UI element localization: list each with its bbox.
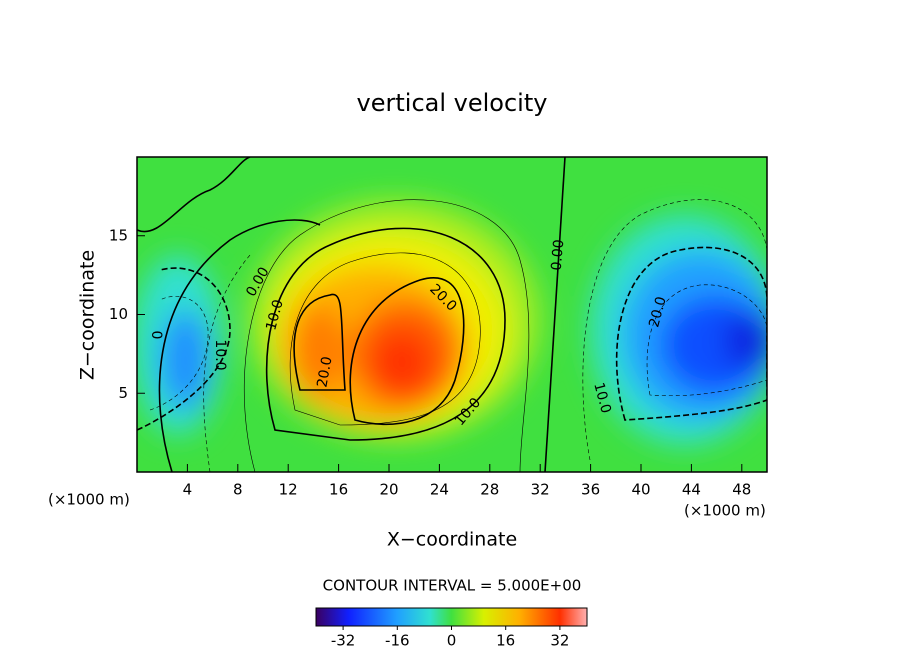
y-unit: (×1000 m) (48, 491, 130, 509)
y-tick-label: 15 (109, 226, 128, 244)
colorbar (315, 607, 588, 627)
x-tick-label: 44 (682, 481, 701, 499)
contour-label: 10.0 (212, 339, 228, 370)
colorbar-tick-label: -16 (385, 632, 410, 650)
x-tick-label: 28 (480, 481, 499, 499)
x-tick-label: 16 (329, 481, 348, 499)
x-axis-label: X−coordinate (387, 529, 517, 551)
contour-label: 0.00 (549, 239, 568, 271)
colorbar-tick-label: 32 (550, 632, 569, 650)
chart-title: vertical velocity (357, 89, 548, 117)
contour-label: 0 (148, 331, 164, 340)
x-tick-label: 12 (279, 481, 298, 499)
contour-label: 20.0 (646, 295, 670, 329)
x-tick-label: 36 (581, 481, 600, 499)
colorbar-tick-label: -32 (331, 632, 356, 650)
contour-label: 10.0 (590, 381, 614, 415)
contour-label: 20.0 (314, 355, 335, 388)
x-tick-label: 40 (631, 481, 650, 499)
y-axis-label: Z−coordinate (77, 250, 99, 380)
colorbar-tick-label: 0 (447, 632, 457, 650)
x-tick-label: 4 (183, 481, 193, 499)
x-tick-label: 20 (379, 481, 398, 499)
contour-field: 0.00 10.0 20.0 20.0 10.0 0.00 20.0 10.0 … (137, 157, 767, 472)
contour-interval: CONTOUR INTERVAL = 5.000E+00 (323, 577, 582, 595)
colorbar-tick-label: 16 (496, 632, 515, 650)
y-tick-label: 5 (118, 384, 128, 402)
y-tick-label: 10 (109, 305, 128, 323)
x-tick-label: 24 (430, 481, 449, 499)
x-tick-label: 32 (531, 481, 550, 499)
x-unit: (×1000 m) (684, 502, 766, 520)
contour-label: 10.0 (263, 298, 287, 332)
x-tick-label: 48 (732, 481, 751, 499)
x-tick-label: 8 (233, 481, 243, 499)
